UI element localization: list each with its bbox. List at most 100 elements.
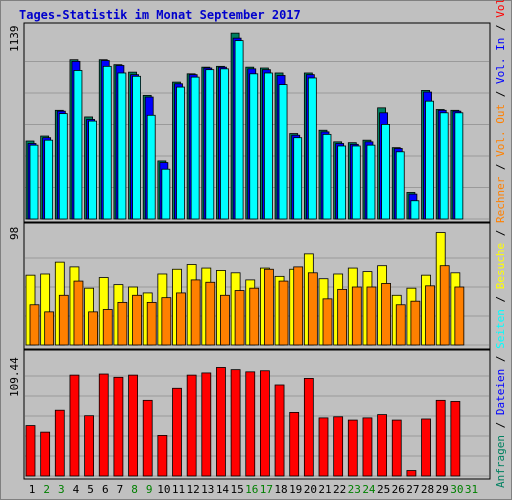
bar-seiten-day-25 (381, 124, 391, 220)
bar-volumen-day-30 (450, 401, 461, 477)
bar-rechner-day-4 (73, 280, 84, 346)
bar-volumen-day-26 (391, 419, 402, 477)
bar-seiten-day-3 (58, 113, 68, 220)
legend-part: Dateien (494, 369, 507, 415)
bar-volumen-day-13 (201, 372, 212, 477)
bar-seiten-day-20 (307, 77, 317, 220)
day-label: 24 (362, 483, 376, 496)
bar-seiten-day-29 (439, 112, 449, 220)
bar-rechner-day-16 (249, 287, 260, 346)
legend-part: / (494, 223, 507, 243)
day-label: 13 (201, 483, 214, 496)
bar-rechner-day-15 (234, 290, 245, 346)
bar-volumen-day-21 (318, 417, 329, 477)
day-labels: 1 2 3 4 5 6 7 8 9 10 11 12 13 14 15 16 17 18 19 20 21 22 23 24 2… (29, 483, 478, 496)
bottom-ymax-label: 109.44 (8, 357, 21, 397)
bar-volumen-day-11 (172, 387, 182, 477)
bar-volumen-day-18 (274, 384, 285, 477)
legend-part: Vol. In (494, 38, 507, 84)
legend-part: / (494, 289, 507, 309)
bars (25, 32, 465, 477)
bar-volumen-day-5 (84, 415, 94, 477)
day-label: 12 (187, 483, 200, 496)
day-label: 7 (117, 483, 124, 496)
bar-seiten-day-12 (190, 76, 200, 220)
bar-volumen-day-19 (289, 412, 300, 477)
bar-volumen-day-4 (69, 374, 80, 477)
bar-volumen-day-24 (362, 417, 373, 477)
bar-rechner-day-5 (88, 311, 98, 346)
bar-rechner-day-9 (146, 301, 157, 346)
bar-seiten-day-19 (293, 137, 303, 220)
day-label: 28 (421, 483, 434, 496)
bar-volumen-day-9 (142, 399, 153, 477)
bar-rechner-day-23 (351, 286, 362, 346)
bar-volumen-day-2 (40, 431, 51, 477)
bar-seiten-day-27 (410, 200, 420, 220)
bar-seiten-day-18 (278, 84, 288, 220)
day-label: 3 (58, 483, 65, 496)
legend-part: Rechner (494, 176, 507, 223)
bar-volumen-day-29 (435, 399, 446, 477)
bar-rechner-day-29 (439, 265, 450, 346)
bar-rechner-day-10 (161, 297, 172, 346)
bar-seiten-day-22 (337, 145, 347, 220)
bar-seiten-day-23 (351, 145, 361, 220)
day-label: 10 (157, 483, 170, 496)
bar-seiten-day-7 (117, 72, 127, 220)
bar-seiten-day-26 (395, 151, 405, 220)
bar-seiten-day-24 (366, 144, 376, 220)
bar-rechner-day-17 (263, 268, 274, 346)
bar-rechner-day-12 (190, 279, 201, 346)
bar-rechner-day-8 (132, 294, 142, 346)
bar-volumen-day-25 (377, 414, 388, 477)
bar-volumen-day-15 (230, 369, 241, 477)
bar-seiten-day-30 (454, 112, 464, 220)
bar-volumen-day-8 (128, 374, 138, 477)
chart-title: Tages-Statistik im Monat September 2017 (19, 8, 301, 22)
bar-seiten-day-1 (29, 144, 39, 220)
bar-volumen-day-14 (216, 367, 226, 477)
bar-rechner-day-22 (337, 288, 348, 346)
top-ymax-label: 1139 (8, 26, 21, 53)
bar-seiten-day-28 (425, 100, 434, 220)
bar-rechner-day-25 (381, 283, 392, 346)
bar-volumen-day-17 (259, 370, 270, 477)
day-label: 29 (436, 483, 449, 496)
bar-seiten-day-17 (263, 72, 273, 220)
bar-rechner-day-1 (29, 304, 40, 346)
bar-seiten-day-4 (73, 70, 83, 220)
bar-seiten-day-5 (88, 120, 97, 220)
day-label: 19 (289, 483, 302, 496)
day-label: 2 (43, 483, 50, 496)
bar-rechner-day-24 (366, 286, 377, 346)
bar-rechner-day-19 (293, 266, 304, 346)
bar-volumen-day-6 (98, 373, 109, 477)
bar-seiten-day-13 (205, 69, 215, 220)
legend-part: Anfragen (494, 435, 507, 488)
bar-rechner-day-2 (44, 311, 55, 346)
bar-rechner-day-13 (205, 281, 216, 346)
bar-rechner-day-18 (278, 280, 289, 346)
legend-part: / (494, 84, 507, 104)
legend-part: Vol. Out (494, 104, 507, 157)
day-label: 16 (245, 483, 258, 496)
day-label: 18 (274, 483, 287, 496)
legend-part: / (494, 415, 507, 435)
day-label: 5 (87, 483, 94, 496)
bar-rechner-day-3 (58, 294, 69, 346)
day-label: 20 (304, 483, 317, 496)
legend-part: / (494, 349, 507, 369)
bar-volumen-day-27 (406, 470, 417, 477)
day-label: 8 (131, 483, 138, 496)
bar-volumen-day-10 (157, 435, 168, 477)
bar-volumen-day-20 (303, 378, 314, 477)
day-label: 1 (29, 483, 36, 496)
bar-seiten-day-15 (234, 40, 244, 220)
day-label: 14 (216, 483, 230, 496)
bar-seiten-day-2 (44, 139, 54, 220)
bar-seiten-day-21 (322, 133, 332, 220)
bar-volumen-day-22 (333, 416, 344, 477)
bar-rechner-day-28 (425, 285, 435, 346)
